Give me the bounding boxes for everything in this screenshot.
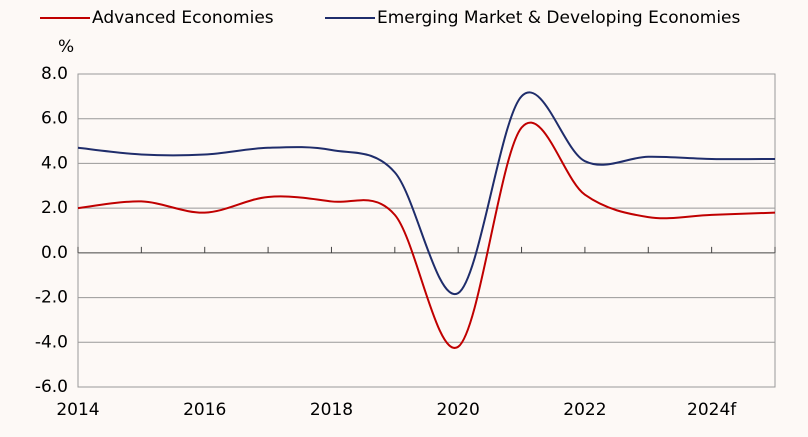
y-tick-label: -2.0	[35, 288, 68, 308]
series-line	[77, 121, 776, 349]
y-tick-label: 8.0	[41, 64, 68, 84]
x-tick-label: 2014	[56, 400, 99, 420]
y-tick-label: 0.0	[41, 243, 68, 263]
y-tick-label: 2.0	[41, 198, 68, 218]
x-tick-label: 2018	[310, 400, 353, 420]
y-tick-label: 4.0	[41, 153, 68, 173]
legend-label: Advanced Economies	[92, 8, 274, 28]
x-tick-label: 2022	[563, 400, 606, 420]
x-tick-label: 2020	[437, 400, 480, 420]
x-tick-label: 2016	[183, 400, 226, 420]
series-line	[77, 91, 776, 295]
x-tick-label: 2024f	[687, 400, 737, 420]
y-tick-label: 6.0	[41, 109, 68, 129]
y-axis-label: %	[58, 37, 74, 57]
legend-label: Emerging Market & Developing Economies	[377, 8, 741, 28]
y-tick-label: -4.0	[35, 332, 68, 352]
plot-border	[77, 73, 776, 388]
y-tick-label: -6.0	[35, 377, 68, 397]
